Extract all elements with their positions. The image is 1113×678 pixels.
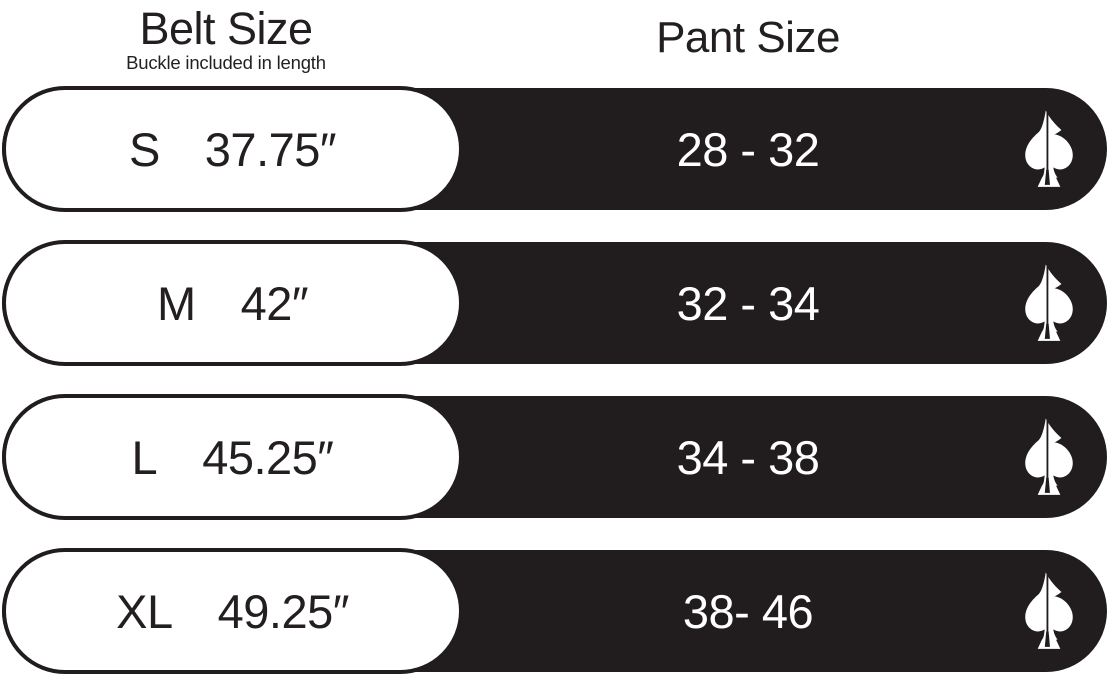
spade-flagstick-icon <box>1022 263 1076 345</box>
belt-size-subtitle: Buckle included in length <box>126 52 326 74</box>
belt-size-tag: S 37.75″ <box>2 86 463 212</box>
belt-size-label: S <box>128 122 160 176</box>
pant-range-value: 32 - 34 <box>676 276 820 330</box>
belt-size-tag: M 42″ <box>2 240 463 366</box>
belt-size-label: XL <box>116 584 173 638</box>
belt-length-value: 37.75″ <box>204 122 337 176</box>
pant-size-title: Pant Size <box>656 13 840 62</box>
belt-length-value: 42″ <box>240 276 309 330</box>
belt-length-value: 45.25″ <box>202 430 334 484</box>
pant-range-value: 28 - 32 <box>676 122 820 176</box>
pant-range-value: 38- 46 <box>682 584 814 638</box>
belt-size-tag: XL 49.25″ <box>2 548 463 674</box>
belt-size-label: M <box>156 276 196 330</box>
belt-length-value: 49.25″ <box>217 584 350 638</box>
belt-size-label: L <box>131 430 158 484</box>
belt-size-tag: L 45.25″ <box>2 394 463 520</box>
belt-size-header: Belt Size Buckle included in length <box>0 5 452 74</box>
belt-row-xlarge: XL 49.25″ 38- 46 <box>0 548 1113 674</box>
spade-flagstick-icon <box>1022 417 1076 499</box>
pant-range-value: 34 - 38 <box>676 430 820 484</box>
belt-row-large: L 45.25″ 34 - 38 <box>0 394 1113 520</box>
spade-flagstick-icon <box>1022 571 1076 653</box>
belt-row-small: S 37.75″ 28 - 32 <box>0 86 1113 212</box>
spade-flagstick-icon <box>1022 109 1076 191</box>
belt-size-title: Belt Size <box>139 3 313 54</box>
belt-row-medium: M 42″ 32 - 34 <box>0 240 1113 366</box>
